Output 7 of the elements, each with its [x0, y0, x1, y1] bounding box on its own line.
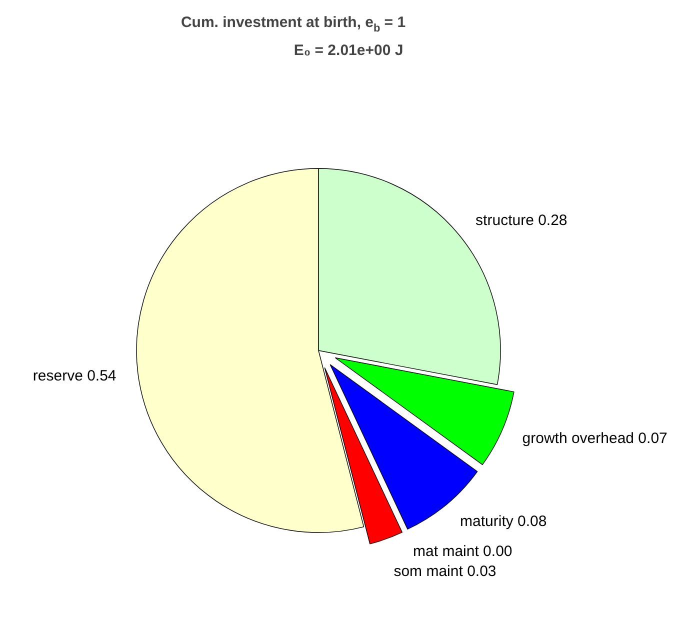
slice-label: growth overhead 0.07 [522, 430, 668, 448]
slice-label: structure 0.28 [476, 212, 568, 230]
slice-label: maturity 0.08 [460, 513, 547, 530]
slice-label: reserve 0.54 [32, 368, 116, 385]
category-label: mat maint 0.00 [413, 542, 512, 560]
chart-subtitle: E₀ = 2.01e+00 J [294, 42, 404, 59]
slice-label: som maint 0.03 [394, 562, 496, 580]
